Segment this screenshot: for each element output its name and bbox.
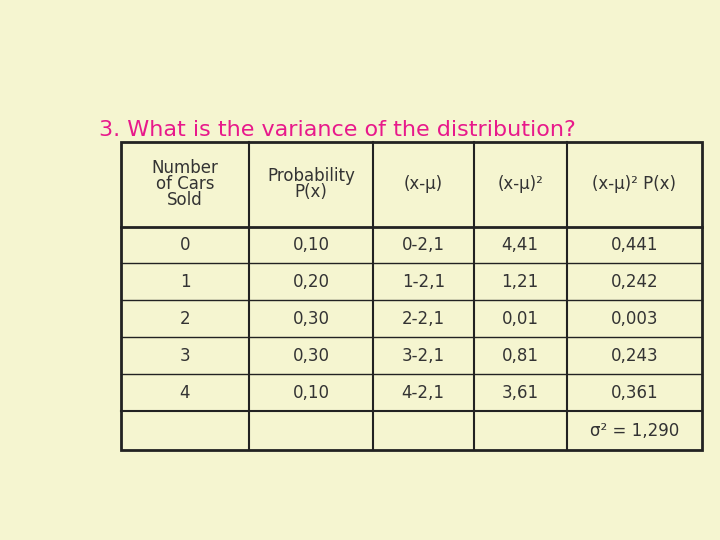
Text: 0-2,1: 0-2,1 bbox=[402, 236, 445, 254]
Text: 0,243: 0,243 bbox=[611, 347, 658, 365]
Text: 3: 3 bbox=[179, 347, 190, 365]
Text: 3-2,1: 3-2,1 bbox=[402, 347, 445, 365]
Text: (x-μ)² P(x): (x-μ)² P(x) bbox=[593, 175, 676, 193]
Text: 0,30: 0,30 bbox=[292, 347, 329, 365]
Text: 0: 0 bbox=[180, 236, 190, 254]
Text: 3,61: 3,61 bbox=[502, 384, 539, 402]
Text: Probability: Probability bbox=[267, 167, 355, 185]
Text: σ² = 1,290: σ² = 1,290 bbox=[590, 422, 679, 440]
Text: (x-μ)²: (x-μ)² bbox=[498, 175, 543, 193]
Text: 0,10: 0,10 bbox=[292, 236, 329, 254]
Text: 0,30: 0,30 bbox=[292, 310, 329, 328]
Text: 2: 2 bbox=[179, 310, 190, 328]
Text: 2-2,1: 2-2,1 bbox=[402, 310, 445, 328]
Text: 1-2,1: 1-2,1 bbox=[402, 273, 445, 291]
Text: 0,361: 0,361 bbox=[611, 384, 658, 402]
Text: 4,41: 4,41 bbox=[502, 236, 539, 254]
Text: 0,441: 0,441 bbox=[611, 236, 658, 254]
Text: P(x): P(x) bbox=[294, 183, 328, 201]
Text: 1: 1 bbox=[179, 273, 190, 291]
Text: 0,10: 0,10 bbox=[292, 384, 329, 402]
Text: 0,003: 0,003 bbox=[611, 310, 658, 328]
Text: 1,21: 1,21 bbox=[502, 273, 539, 291]
Text: 0,20: 0,20 bbox=[292, 273, 329, 291]
Text: 0,81: 0,81 bbox=[502, 347, 539, 365]
Text: Sold: Sold bbox=[167, 191, 203, 209]
Text: (x-μ): (x-μ) bbox=[404, 175, 443, 193]
Text: 4-2,1: 4-2,1 bbox=[402, 384, 445, 402]
Text: 3. What is the variance of the distribution?: 3. What is the variance of the distribut… bbox=[99, 120, 576, 140]
Text: 0,01: 0,01 bbox=[502, 310, 539, 328]
Text: Number: Number bbox=[151, 159, 218, 177]
Text: of Cars: of Cars bbox=[156, 175, 214, 193]
Text: 0,242: 0,242 bbox=[611, 273, 658, 291]
Text: 4: 4 bbox=[180, 384, 190, 402]
